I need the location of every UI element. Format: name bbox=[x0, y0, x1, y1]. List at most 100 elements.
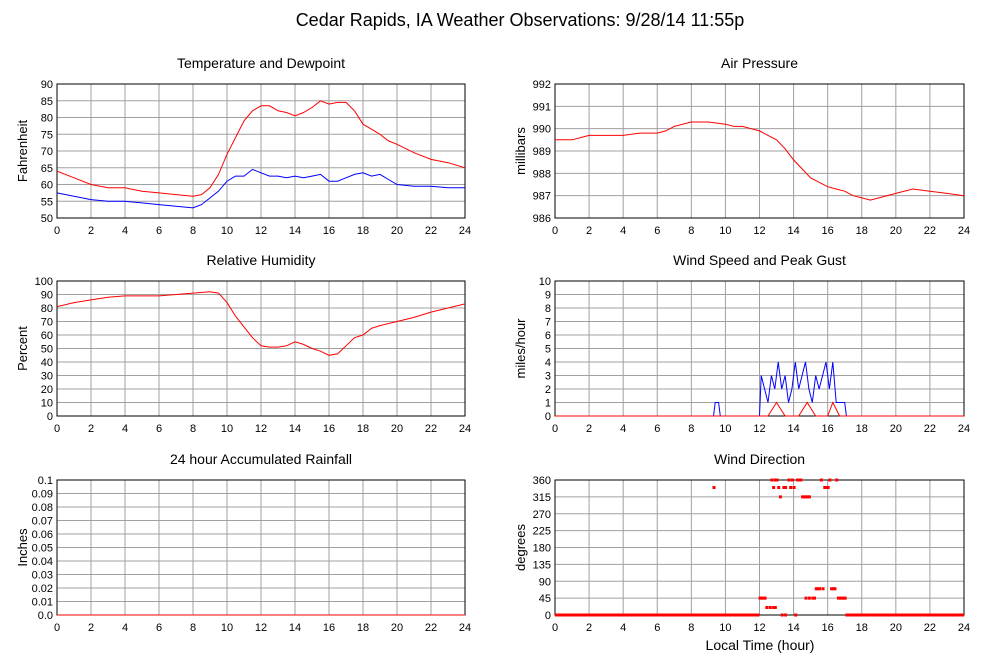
x-tick-label: 2 bbox=[586, 423, 592, 435]
y-tick-label: 80 bbox=[41, 303, 53, 315]
x-tick-label: 22 bbox=[924, 423, 936, 435]
x-tick-label: 16 bbox=[323, 622, 335, 634]
y-tick-label: 992 bbox=[533, 79, 551, 91]
x-tick-label: 20 bbox=[890, 622, 902, 634]
direction-point bbox=[787, 478, 791, 482]
y-axis-label: millibars bbox=[513, 127, 528, 175]
x-tick-label: 16 bbox=[822, 225, 834, 237]
direction-point bbox=[773, 606, 777, 609]
direction-point bbox=[843, 596, 847, 600]
y-tick-label: 45 bbox=[539, 593, 551, 605]
direction-point bbox=[807, 495, 811, 499]
x-tick-label: 18 bbox=[856, 423, 868, 435]
x-tick-label: 10 bbox=[221, 423, 233, 435]
x-tick-label: 2 bbox=[586, 225, 592, 237]
y-tick-label: 70 bbox=[41, 146, 53, 158]
y-tick-label: 0.02 bbox=[32, 583, 53, 595]
direction-point bbox=[823, 486, 827, 489]
y-tick-label: 0 bbox=[545, 411, 551, 423]
x-tick-label: 18 bbox=[357, 423, 369, 435]
direction-point bbox=[842, 596, 846, 600]
x-tick-label: 12 bbox=[255, 423, 267, 435]
y-tick-label: 100 bbox=[35, 276, 53, 288]
direction-point bbox=[831, 587, 835, 591]
y-tick-label: 80 bbox=[41, 113, 53, 125]
series-line-0 bbox=[555, 121, 964, 201]
y-tick-label: 987 bbox=[533, 191, 551, 203]
direction-point bbox=[811, 596, 815, 600]
y-tick-label: 0.01 bbox=[32, 597, 53, 609]
direction-point bbox=[813, 596, 817, 600]
direction-point bbox=[768, 606, 772, 609]
direction-point bbox=[778, 495, 782, 499]
y-tick-label: 30 bbox=[41, 371, 53, 383]
y-axis-label: Inches bbox=[15, 528, 30, 567]
direction-point bbox=[795, 478, 799, 482]
x-tick-label: 14 bbox=[787, 225, 799, 237]
y-tick-label: 5 bbox=[545, 344, 551, 356]
x-tick-label: 14 bbox=[289, 225, 301, 237]
x-tick-label: 12 bbox=[753, 423, 765, 435]
y-tick-label: 0.09 bbox=[32, 489, 53, 501]
direction-point bbox=[760, 596, 764, 600]
direction-point bbox=[772, 486, 776, 489]
y-tick-label: 70 bbox=[41, 317, 53, 329]
x-tick-label: 14 bbox=[787, 423, 799, 435]
direction-point bbox=[770, 478, 774, 482]
plot-area bbox=[57, 100, 465, 209]
x-tick-label: 8 bbox=[688, 225, 694, 237]
direction-point bbox=[804, 495, 808, 499]
y-tick-label: 0.08 bbox=[32, 502, 53, 514]
x-tick-label: 18 bbox=[357, 225, 369, 237]
y-tick-label: 4 bbox=[545, 357, 551, 369]
direction-point bbox=[773, 478, 777, 482]
y-axis-label: miles/hour bbox=[513, 318, 528, 379]
direction-point bbox=[789, 486, 793, 489]
direction-point bbox=[784, 613, 788, 617]
y-axis-label: Percent bbox=[15, 326, 30, 371]
x-tick-label: 8 bbox=[190, 622, 196, 634]
direction-point bbox=[828, 478, 832, 482]
y-tick-label: 225 bbox=[533, 526, 551, 538]
series-line-1 bbox=[57, 168, 465, 209]
y-tick-label: 85 bbox=[41, 96, 53, 108]
x-tick-label: 0 bbox=[54, 622, 60, 634]
y-tick-label: 10 bbox=[539, 276, 551, 288]
x-tick-label: 6 bbox=[654, 622, 660, 634]
y-tick-label: 991 bbox=[533, 101, 551, 113]
x-tick-label: 16 bbox=[822, 423, 834, 435]
y-tick-label: 1 bbox=[545, 398, 551, 410]
x-tick-label: 0 bbox=[54, 225, 60, 237]
y-tick-label: 989 bbox=[533, 146, 551, 158]
chart-title: 24 hour Accumulated Rainfall bbox=[170, 451, 352, 467]
direction-point bbox=[790, 478, 794, 482]
y-tick-label: 7 bbox=[545, 317, 551, 329]
x-tick-label: 8 bbox=[688, 622, 694, 634]
chart-title: Wind Speed and Peak Gust bbox=[673, 252, 846, 268]
plot-area bbox=[555, 478, 964, 617]
x-tick-label: 8 bbox=[190, 423, 196, 435]
x-tick-label: 2 bbox=[88, 423, 94, 435]
direction-point bbox=[799, 478, 803, 482]
direction-point bbox=[840, 596, 844, 600]
y-tick-label: 3 bbox=[545, 371, 551, 383]
y-tick-label: 988 bbox=[533, 168, 551, 180]
x-tick-label: 4 bbox=[620, 225, 626, 237]
direction-point bbox=[804, 596, 808, 600]
direction-point bbox=[814, 587, 818, 591]
direction-point bbox=[761, 596, 765, 600]
chart-title: Temperature and Dewpoint bbox=[177, 55, 345, 71]
direction-point bbox=[777, 486, 781, 489]
plot-frame bbox=[56, 83, 466, 219]
series-line-0 bbox=[57, 291, 465, 356]
x-tick-label: 0 bbox=[552, 423, 558, 435]
x-tick-label: 4 bbox=[122, 225, 128, 237]
direction-point bbox=[780, 613, 784, 617]
direction-point bbox=[833, 587, 837, 591]
